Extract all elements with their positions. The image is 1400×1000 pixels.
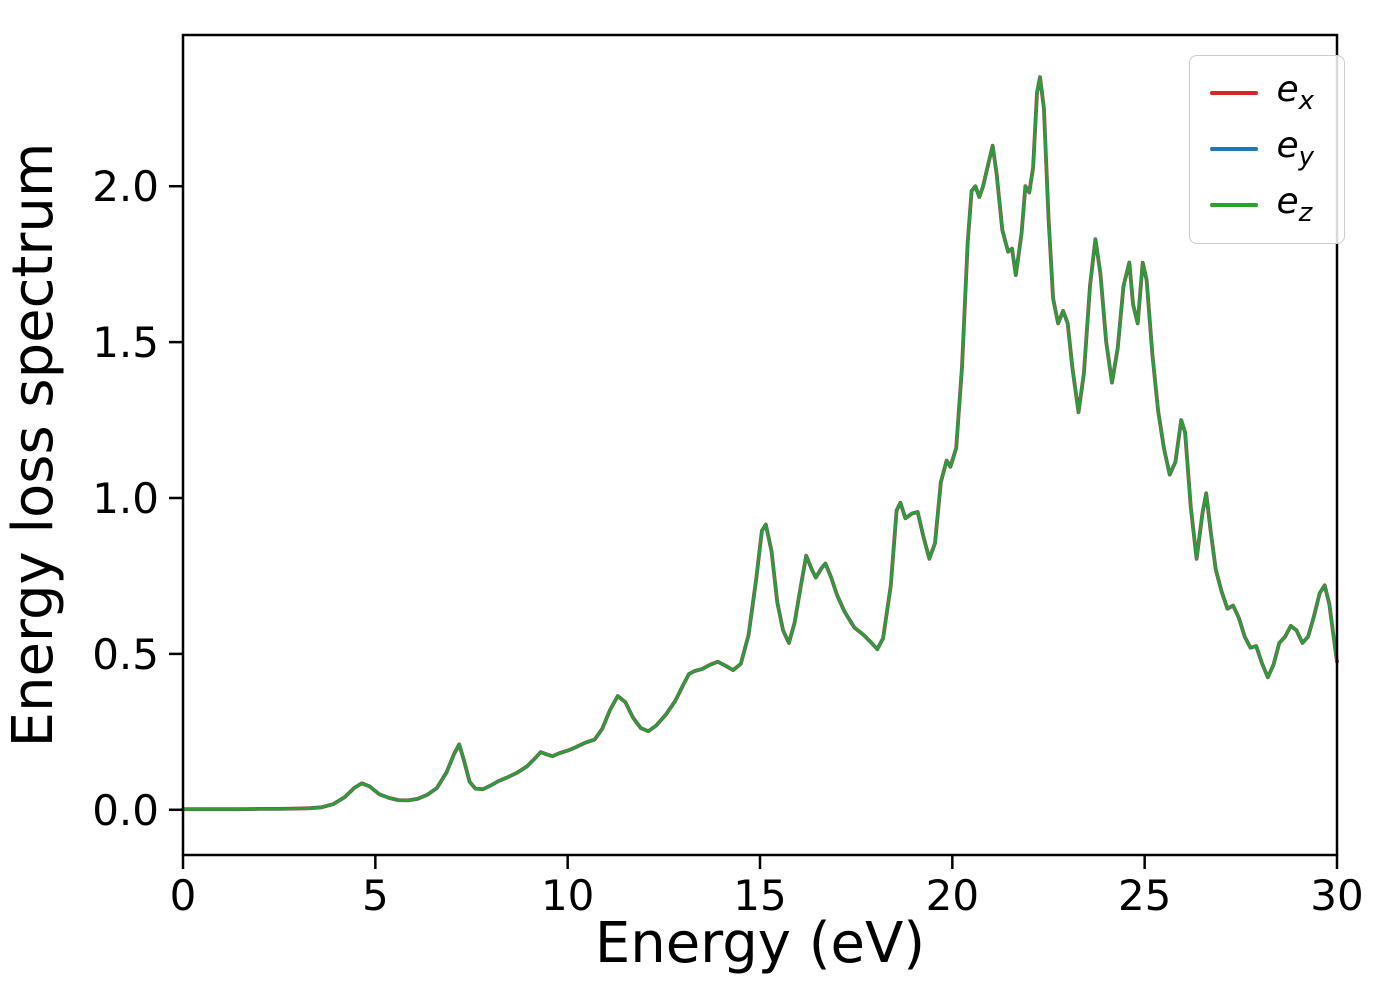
legend-item-ez: ez [1210, 181, 1314, 229]
legend-item-ex: ex [1210, 72, 1314, 114]
x-tick-label: 10 [541, 871, 594, 920]
x-tick-label: 15 [733, 871, 786, 920]
y-tick-label: 0.0 [92, 786, 159, 835]
x-tick-label: 30 [1310, 871, 1363, 920]
y-tick-label: 0.5 [92, 630, 159, 679]
y-axis-label: Energy loss spectrum [1, 143, 66, 748]
legend-item-ey: ey [1210, 128, 1314, 170]
x-tick-label: 0 [170, 871, 197, 920]
ez-line-swatch [1210, 203, 1259, 208]
axis-ticks: 0 5 10 15 20 25 30 0.0 0.5 1.0 1.5 2.0 [92, 162, 1364, 920]
x-tick-label: 5 [362, 871, 389, 920]
x-tick-label: 25 [1118, 871, 1171, 920]
ey-line-swatch [1210, 147, 1259, 152]
ey-label: ey [1276, 125, 1314, 173]
ex-label: ex [1276, 69, 1314, 117]
x-tick-label: 20 [926, 871, 979, 920]
y-tick-label: 1.0 [92, 474, 159, 523]
y-tick-label: 2.0 [92, 162, 159, 211]
plot-border [181, 33, 1339, 857]
legend: ex ey ez [1189, 55, 1345, 244]
series-lines [181, 75, 1339, 812]
x-axis-label: Energy (eV) [595, 911, 925, 976]
series-line-e_z [181, 75, 1339, 811]
y-tick-label: 1.5 [92, 318, 159, 367]
ex-line-swatch [1210, 91, 1259, 96]
ez-label: ez [1276, 181, 1313, 229]
